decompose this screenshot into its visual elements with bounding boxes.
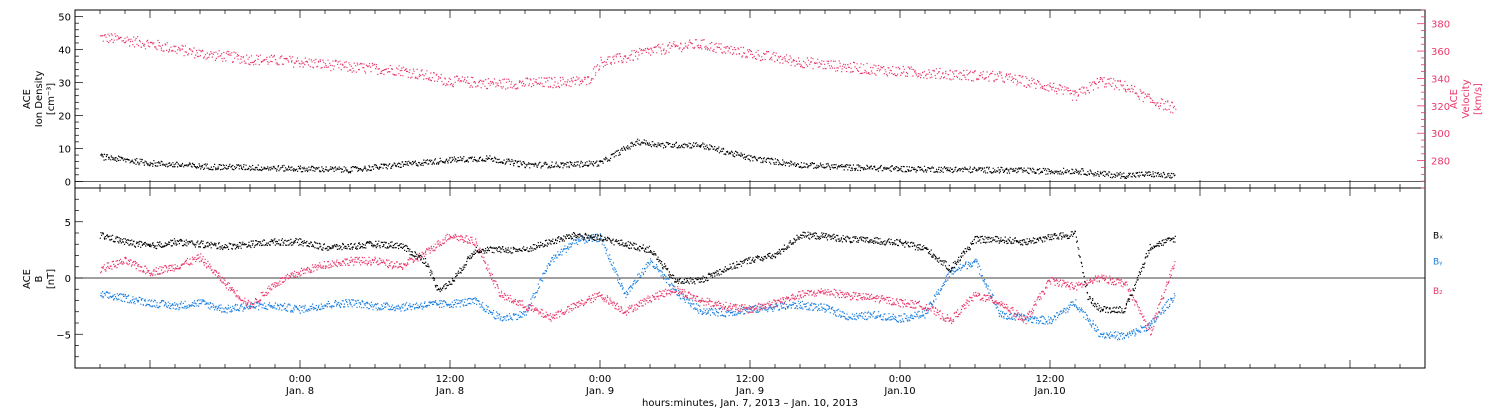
density-y-tick-label: 40: [58, 46, 71, 57]
x-axis-title: hours:minutes, Jan. 7, 2013 – Jan. 10, 2…: [642, 398, 858, 409]
svg-text:B: B: [34, 275, 45, 282]
x-tick-label: Jan. 9: [585, 386, 614, 397]
bottom-axis-title-line-3: [nT]: [46, 269, 57, 289]
x-tick-label: Jan.10: [883, 386, 915, 397]
density-y-tick-label: 20: [58, 111, 71, 122]
density-y-tick-label: 30: [58, 79, 71, 90]
x-tick-label: 12:00: [736, 374, 765, 385]
x-tick-label: 12:00: [1036, 374, 1065, 385]
x-tick-label: Jan. 8: [285, 386, 314, 397]
top-left-axis-title: ACE Ion Density [cm⁻³]: [22, 71, 57, 128]
top-left-axis-title-line-2: Ion Density: [34, 71, 45, 128]
velocity-y-tick-label: 280: [1431, 157, 1450, 168]
x-tick-label: Jan. 9: [735, 386, 764, 397]
bottom-axis-title-line-2: B: [34, 275, 45, 282]
legend-Bₓ: Bₓ: [1433, 232, 1443, 242]
ion-density-series: [100, 138, 1176, 179]
density-y-tick-label: 50: [58, 13, 71, 24]
svg-text:ACE: ACE: [22, 89, 33, 109]
bz-series: [100, 233, 1176, 336]
svg-text:[nT]: [nT]: [46, 269, 57, 289]
top-right-axis-title-line-2: Velocity: [1461, 79, 1472, 118]
legend-Bᵧ: Bᵧ: [1433, 258, 1443, 268]
velocity-y-tick-label: 320: [1431, 102, 1450, 113]
svg-text:ACE: ACE: [1449, 89, 1460, 109]
density-y-tick-label: 10: [58, 144, 71, 155]
svg-text:Ion Density: Ion Density: [34, 71, 45, 128]
velocity-y-tick-label: 360: [1431, 47, 1450, 58]
top-right-axis-title: ACE Velocity [km/s]: [1449, 79, 1484, 118]
velocity-series: [99, 33, 1177, 114]
x-tick-label: 0:00: [589, 374, 611, 385]
x-tick-label: Jan. 8: [435, 386, 464, 397]
top-right-axis-title-line-1: ACE: [1449, 89, 1460, 109]
velocity-y-tick-label: 300: [1431, 129, 1450, 140]
top-right-axis-title-line-3: [km/s]: [1473, 83, 1484, 115]
x-tick-label: 12:00: [436, 374, 465, 385]
b-y-tick-label: 0: [65, 274, 71, 285]
svg-text:[km/s]: [km/s]: [1473, 83, 1484, 115]
by-series: [100, 233, 1176, 341]
x-tick-label: Jan.10: [1033, 386, 1065, 397]
top-left-axis-title-line-3: [cm⁻³]: [46, 83, 57, 115]
svg-text:[cm⁻³]: [cm⁻³]: [46, 83, 57, 115]
top-left-axis-title-line-1: ACE: [22, 89, 33, 109]
density-y-tick-label: 0: [65, 177, 71, 188]
svg-text:Velocity: Velocity: [1461, 79, 1472, 118]
b-y-tick-label: −5: [56, 330, 71, 341]
bottom-axis-title-line-1: ACE: [22, 269, 33, 289]
bx-series: [99, 230, 1176, 314]
velocity-y-tick-label: 380: [1431, 20, 1450, 31]
x-tick-label: 0:00: [889, 374, 911, 385]
x-tick-label: 0:00: [289, 374, 311, 385]
bottom-axis-title: ACE B [nT]: [22, 269, 57, 289]
velocity-y-tick-label: 340: [1431, 74, 1450, 85]
b-y-tick-label: 5: [65, 218, 71, 229]
svg-text:ACE: ACE: [22, 269, 33, 289]
legend-B₂: B₂: [1433, 287, 1443, 297]
